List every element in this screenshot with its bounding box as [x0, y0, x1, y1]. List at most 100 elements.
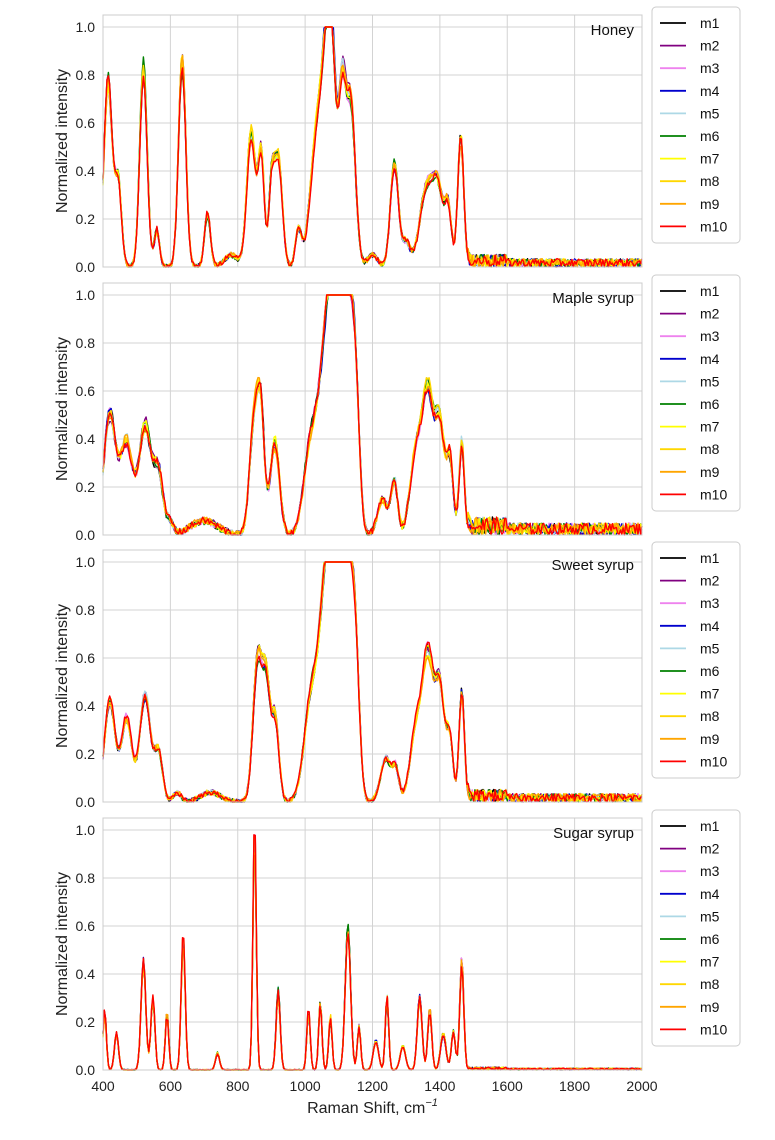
legend-label: m3: [700, 60, 720, 76]
legend-label: m8: [700, 976, 720, 992]
y-tick-label: 0.6: [76, 918, 96, 934]
legend-box: [651, 541, 741, 779]
legend-label: m3: [700, 595, 720, 611]
legend-box: [651, 6, 741, 244]
legend-label: m6: [700, 128, 720, 144]
series-line-m9: [102, 561, 643, 803]
legend-label: m9: [700, 464, 720, 480]
legend-label: m10: [700, 753, 727, 769]
y-tick-label: 0.4: [76, 163, 96, 179]
plot-frame: [102, 282, 643, 536]
y-tick-label: 0.6: [76, 383, 96, 399]
legend-label: m9: [700, 196, 720, 212]
legend-label: m2: [700, 306, 720, 322]
panel-sugar-syrup: 0.0 0.2 0.4 0.6 0.8 1.0 Sugar syrup Normalized …: [54, 809, 741, 1117]
y-tick-label: 0.6: [76, 650, 96, 666]
y-tick-label: 0.0: [76, 1062, 96, 1078]
y-tick-label: 0.8: [76, 335, 96, 351]
legend-label: m7: [700, 954, 720, 970]
legend-label: m6: [700, 663, 720, 679]
legend-label: m8: [700, 441, 720, 457]
legend-label: m1: [700, 283, 720, 299]
y-tick-label: 0.8: [76, 602, 96, 618]
series-line-m10: [102, 26, 643, 268]
legend-label: m10: [700, 1021, 727, 1037]
legend-label: m4: [700, 886, 720, 902]
legend-label: m5: [700, 908, 720, 924]
legend-label: m3: [700, 863, 720, 879]
x-tick-label: 1400: [424, 1078, 455, 1094]
series-line-m10: [102, 294, 643, 536]
legend-label: m5: [700, 105, 720, 121]
panel-title: Sweet syrup: [551, 557, 634, 574]
y-tick-label: 0.2: [76, 746, 96, 762]
legend: m1 m2 m3 m4 m5 m6 m7 m8 m9 m10: [651, 274, 741, 512]
panel-maple-syrup: 0.0 0.2 0.4 0.6 0.8 1.0 Maple syrup Normalized …: [54, 274, 741, 543]
legend-box: [651, 809, 741, 1047]
x-tick-label: 600: [159, 1078, 183, 1094]
panel-title: Honey: [591, 22, 635, 39]
x-tick-label: 800: [226, 1078, 250, 1094]
y-axis-label: Normalized intensity: [54, 872, 71, 1016]
legend-label: m4: [700, 618, 720, 634]
series-line-m9: [102, 26, 643, 268]
panel-honey: 0.0 0.2 0.4 0.6 0.8 1.0 Honey Normalized intens…: [54, 6, 741, 275]
x-tick-label: 2000: [626, 1078, 657, 1094]
legend-label: m7: [700, 419, 720, 435]
legend-label: m1: [700, 15, 720, 31]
y-axis-label: Normalized intensity: [54, 604, 71, 748]
x-tick-label: 1000: [290, 1078, 321, 1094]
y-axis-label: Normalized intensity: [54, 337, 71, 481]
y-tick-label: 1.0: [76, 822, 96, 838]
legend-label: m7: [700, 151, 720, 167]
legend-label: m1: [700, 818, 720, 834]
legend-label: m6: [700, 931, 720, 947]
legend-label: m3: [700, 328, 720, 344]
plot-frame: [102, 549, 643, 803]
legend-label: m8: [700, 173, 720, 189]
legend: m1 m2 m3 m4 m5 m6 m7 m8 m9 m10: [651, 6, 741, 244]
legend-label: m9: [700, 999, 720, 1015]
y-axis-label: Normalized intensity: [54, 69, 71, 213]
y-tick-label: 0.0: [76, 259, 96, 275]
legend-label: m6: [700, 396, 720, 412]
y-tick-label: 0.0: [76, 527, 96, 543]
x-tick-label: 1600: [492, 1078, 523, 1094]
legend-label: m4: [700, 351, 720, 367]
legend-label: m1: [700, 550, 720, 566]
legend-label: m4: [700, 83, 720, 99]
y-tick-label: 0.2: [76, 1014, 96, 1030]
x-tick-label: 400: [91, 1078, 115, 1094]
plot-frame: [102, 817, 643, 1071]
plot-frame: [102, 14, 643, 268]
legend-label: m5: [700, 640, 720, 656]
y-tick-label: 1.0: [76, 554, 96, 570]
legend-label: m10: [700, 486, 727, 502]
panel-title: Maple syrup: [552, 290, 634, 307]
panel-title: Sugar syrup: [553, 825, 634, 842]
x-tick-label: 1800: [559, 1078, 590, 1094]
y-tick-label: 0.4: [76, 966, 96, 982]
legend-label: m2: [700, 38, 720, 54]
y-tick-label: 0.0: [76, 794, 96, 810]
y-tick-label: 0.2: [76, 211, 96, 227]
legend-label: m2: [700, 573, 720, 589]
legend-label: m9: [700, 731, 720, 747]
y-tick-label: 0.4: [76, 431, 96, 447]
y-tick-label: 1.0: [76, 19, 96, 35]
panel-sweet-syrup: 0.0 0.2 0.4 0.6 0.8 1.0 Sweet syrup Normalized …: [54, 541, 741, 810]
legend: m1 m2 m3 m4 m5 m6 m7 m8 m9 m10: [651, 541, 741, 779]
x-axis-label: Raman Shift, cm−1: [307, 1097, 438, 1117]
y-tick-label: 0.8: [76, 870, 96, 886]
legend: m1 m2 m3 m4 m5 m6 m7 m8 m9 m10: [651, 809, 741, 1047]
legend-label: m2: [700, 841, 720, 857]
y-tick-label: 0.6: [76, 115, 96, 131]
legend-label: m10: [700, 218, 727, 234]
legend-label: m8: [700, 708, 720, 724]
y-tick-label: 0.8: [76, 67, 96, 83]
y-tick-label: 0.2: [76, 479, 96, 495]
y-tick-label: 1.0: [76, 287, 96, 303]
x-tick-label: 1200: [357, 1078, 388, 1094]
y-tick-label: 0.4: [76, 698, 96, 714]
